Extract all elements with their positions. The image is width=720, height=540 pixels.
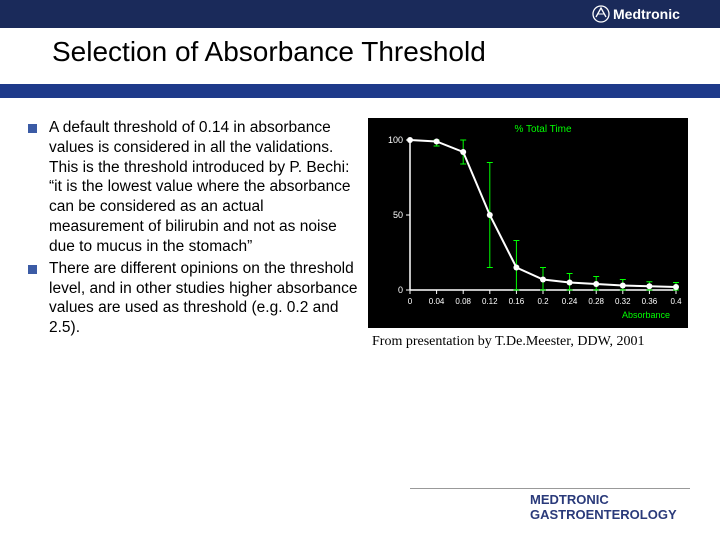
chart-caption: From presentation by T.De.Meester, DDW, … [368,334,710,350]
logo-text: Medtronic [613,6,680,22]
svg-text:100: 100 [388,135,403,145]
top-bar: Medtronic [0,0,720,28]
bullet-column: A default threshold of 0.14 in absorbanc… [10,118,360,350]
medtronic-logo: Medtronic [592,3,702,30]
absorbance-chart: % Total Time 0 50 100 0 0.04 0.08 0.12 0.16 0.2 0.… [368,118,688,328]
content-area: A default threshold of 0.14 in absorbanc… [0,98,720,350]
footer: MEDTRONIC GASTROENTEROLOGY [530,488,690,522]
svg-text:0: 0 [398,285,403,295]
svg-text:0.4: 0.4 [670,297,682,306]
bullet-square-icon [28,265,37,274]
svg-text:50: 50 [393,210,403,220]
bullet-item: A default threshold of 0.14 in absorbanc… [28,118,360,257]
svg-text:0.2: 0.2 [537,297,549,306]
bullet-square-icon [28,124,37,133]
svg-text:0: 0 [408,297,413,306]
chart-column: % Total Time 0 50 100 0 0.04 0.08 0.12 0.16 0.2 0.… [360,118,710,350]
title-band: Selection of Absorbance Threshold [0,28,720,84]
svg-text:0.12: 0.12 [482,297,498,306]
svg-text:0.24: 0.24 [562,297,578,306]
svg-text:0.28: 0.28 [588,297,604,306]
svg-text:0.08: 0.08 [455,297,471,306]
slide-title: Selection of Absorbance Threshold [52,36,486,68]
svg-text:0.04: 0.04 [429,297,445,306]
footer-line2: GASTROENTEROLOGY [530,508,690,522]
footer-line1: MEDTRONIC [530,493,690,507]
bullet-item: There are different opinions on the thre… [28,259,360,338]
svg-text:Absorbance: Absorbance [622,310,670,320]
svg-text:0.32: 0.32 [615,297,631,306]
svg-text:0.16: 0.16 [509,297,525,306]
bullet-text: A default threshold of 0.14 in absorbanc… [49,118,359,257]
svg-text:% Total Time: % Total Time [514,124,571,135]
svg-text:0.36: 0.36 [642,297,658,306]
blue-band [0,84,720,98]
footer-divider [410,488,690,489]
bullet-text: There are different opinions on the thre… [49,259,359,338]
